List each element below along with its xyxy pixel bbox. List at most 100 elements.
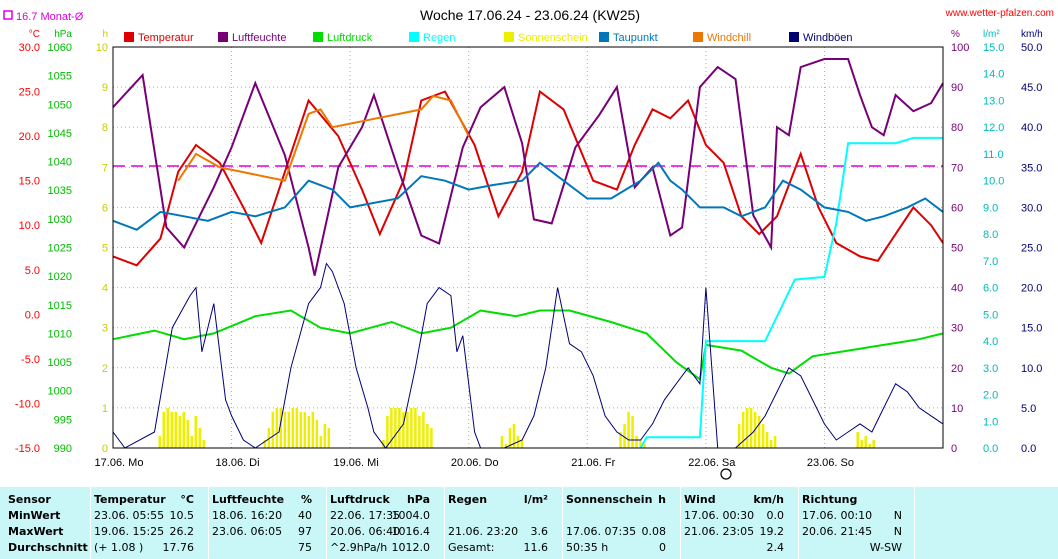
- temp-axis-tick: -5.0: [21, 354, 40, 366]
- temp-axis-tick: 15.0: [19, 176, 40, 188]
- series-line-regen: [639, 136, 943, 449]
- sunshine-bar: [271, 411, 275, 448]
- table-cell-time: 20.06. 06:40: [330, 525, 401, 538]
- pressure-axis-tick: 1055: [48, 71, 72, 83]
- table-cell-time: 19.06. 15:25: [94, 525, 165, 538]
- statistics-table: Sensor Temperatur °C Luftfeuchte% Luftdruck h…: [0, 487, 1058, 559]
- site-link[interactable]: www.wetter-pfalzen.com: [945, 8, 1054, 19]
- pressure-axis-tick: 1000: [48, 386, 72, 398]
- rain-axis-tick: 4.0: [983, 336, 998, 348]
- table-cell-time: (+ 1.08 ): [94, 541, 144, 554]
- pressure-axis-tick: 1020: [48, 271, 72, 283]
- legend-swatch: [789, 32, 799, 42]
- sunshine-bar: [275, 407, 279, 448]
- sunshine-bar: [631, 415, 634, 448]
- sunshine-bar: [520, 439, 524, 448]
- wind-direction-icon: [720, 468, 732, 480]
- legend-label: Luftdruck: [327, 32, 373, 44]
- sunshine-bar: [190, 435, 193, 448]
- table-header: Wind: [684, 493, 716, 506]
- chart-title: Woche 17.06.24 - 23.06.24 (KW25): [420, 7, 640, 23]
- table-cell-time: 18.06. 16:20: [212, 509, 283, 522]
- table-separator: [90, 487, 91, 559]
- statistics-header-row: [0, 487, 1058, 507]
- weather-chart: 30.025.020.015.010.05.00.0-5.0-10.0-15.0…: [3, 7, 1054, 480]
- table-cell-value: 11.6: [523, 541, 549, 554]
- pressure-axis-tick: 1025: [48, 243, 72, 255]
- table-cell-time: 22.06. 17:35: [330, 509, 401, 522]
- rain-axis-tick: 1.0: [983, 416, 998, 428]
- sunshine-bar: [194, 415, 197, 448]
- series-line-windböen: [112, 262, 944, 449]
- rain-axis-tick: 5.0: [983, 309, 998, 321]
- sunshine-bar: [402, 411, 405, 448]
- table-separator: [798, 487, 799, 559]
- table-cell-time: 17.06. 07:35: [566, 525, 637, 538]
- humidity-axis-tick: 20: [951, 363, 963, 375]
- temp-axis-tick: 5.0: [25, 265, 40, 277]
- table-cell-time: 23.06. 06:05: [212, 525, 283, 538]
- legend-label: Luftfeuchte: [232, 32, 286, 44]
- sunshine-bar: [283, 411, 287, 448]
- sunshine-bar: [860, 439, 863, 448]
- rain-axis-tick: 13.0: [983, 95, 1004, 107]
- sunshine-bar: [773, 435, 777, 448]
- sunshine-bar: [868, 443, 871, 448]
- table-cell-time: 17.06. 00:10: [802, 509, 873, 522]
- sunshine-bar: [414, 407, 417, 448]
- sunshine-bar: [263, 439, 267, 448]
- table-header: Regen: [448, 493, 488, 506]
- x-axis-label: 23.06. So: [807, 457, 854, 469]
- legend-swatch: [218, 32, 228, 42]
- temp-axis-tick: -15.0: [15, 443, 40, 455]
- sunshine-bar: [327, 427, 331, 448]
- series-line-taupunkt: [112, 161, 944, 231]
- sunshine-bar: [504, 443, 508, 448]
- sunshine-bar: [635, 435, 638, 448]
- temp-axis-tick: 10.0: [19, 220, 40, 232]
- table-header: Sensor: [8, 493, 51, 506]
- table-header: Luftfeuchte: [212, 493, 285, 506]
- sunshine-bar: [170, 411, 173, 448]
- table-cell-time: 20.06. 21:45: [802, 525, 873, 538]
- sun-axis-tick: 5: [102, 243, 108, 255]
- wind-axis-tick: 40.0: [1021, 122, 1042, 134]
- x-axis-label: 20.06. Do: [451, 457, 499, 469]
- sunshine-bar: [323, 423, 327, 448]
- sunshine-bar: [741, 411, 745, 448]
- sunshine-bar: [619, 431, 622, 448]
- table-header: Richtung: [802, 493, 858, 506]
- rain-axis-tick: 15.0: [983, 42, 1004, 54]
- table-cell-value: 75: [298, 541, 312, 554]
- wind-axis-tick: 45.0: [1021, 82, 1042, 94]
- wind-axis-tick: 15.0: [1021, 323, 1042, 335]
- pressure-axis-unit: hPa: [54, 29, 72, 40]
- sun-axis-tick: 0: [102, 443, 108, 455]
- humidity-axis-tick: 40: [951, 283, 963, 295]
- table-separator: [444, 487, 445, 559]
- sunshine-bar: [382, 439, 385, 448]
- legend-swatch: [124, 32, 134, 42]
- table-cell-value: N: [893, 525, 902, 538]
- humidity-axis-unit: %: [951, 29, 960, 40]
- pressure-axis-tick: 1060: [48, 42, 72, 54]
- sunshine-bar: [162, 411, 165, 448]
- sunshine-bar: [295, 407, 299, 448]
- sun-axis-tick: 8: [102, 122, 108, 134]
- sun-axis-tick: 9: [102, 82, 108, 94]
- sunshine-bar: [426, 423, 429, 448]
- temp-axis-tick: 20.0: [19, 131, 40, 143]
- rain-axis-tick: 8.0: [983, 229, 998, 241]
- sun-axis-tick: 7: [102, 162, 108, 174]
- table-row-label: MaxWert: [8, 525, 64, 538]
- humidity-axis-tick: 80: [951, 122, 963, 134]
- sunshine-bar: [745, 407, 749, 448]
- sunshine-bar: [872, 439, 875, 448]
- table-cell-value: 0: [659, 541, 666, 554]
- table-cell-value: 17.76: [162, 541, 195, 554]
- humidity-axis-tick: 0: [951, 443, 957, 455]
- table-header: Luftdruck: [330, 493, 390, 506]
- wind-axis-tick: 50.0: [1021, 42, 1042, 54]
- rain-axis-tick: 6.0: [983, 283, 998, 295]
- table-cell-value: 3.6: [530, 525, 549, 538]
